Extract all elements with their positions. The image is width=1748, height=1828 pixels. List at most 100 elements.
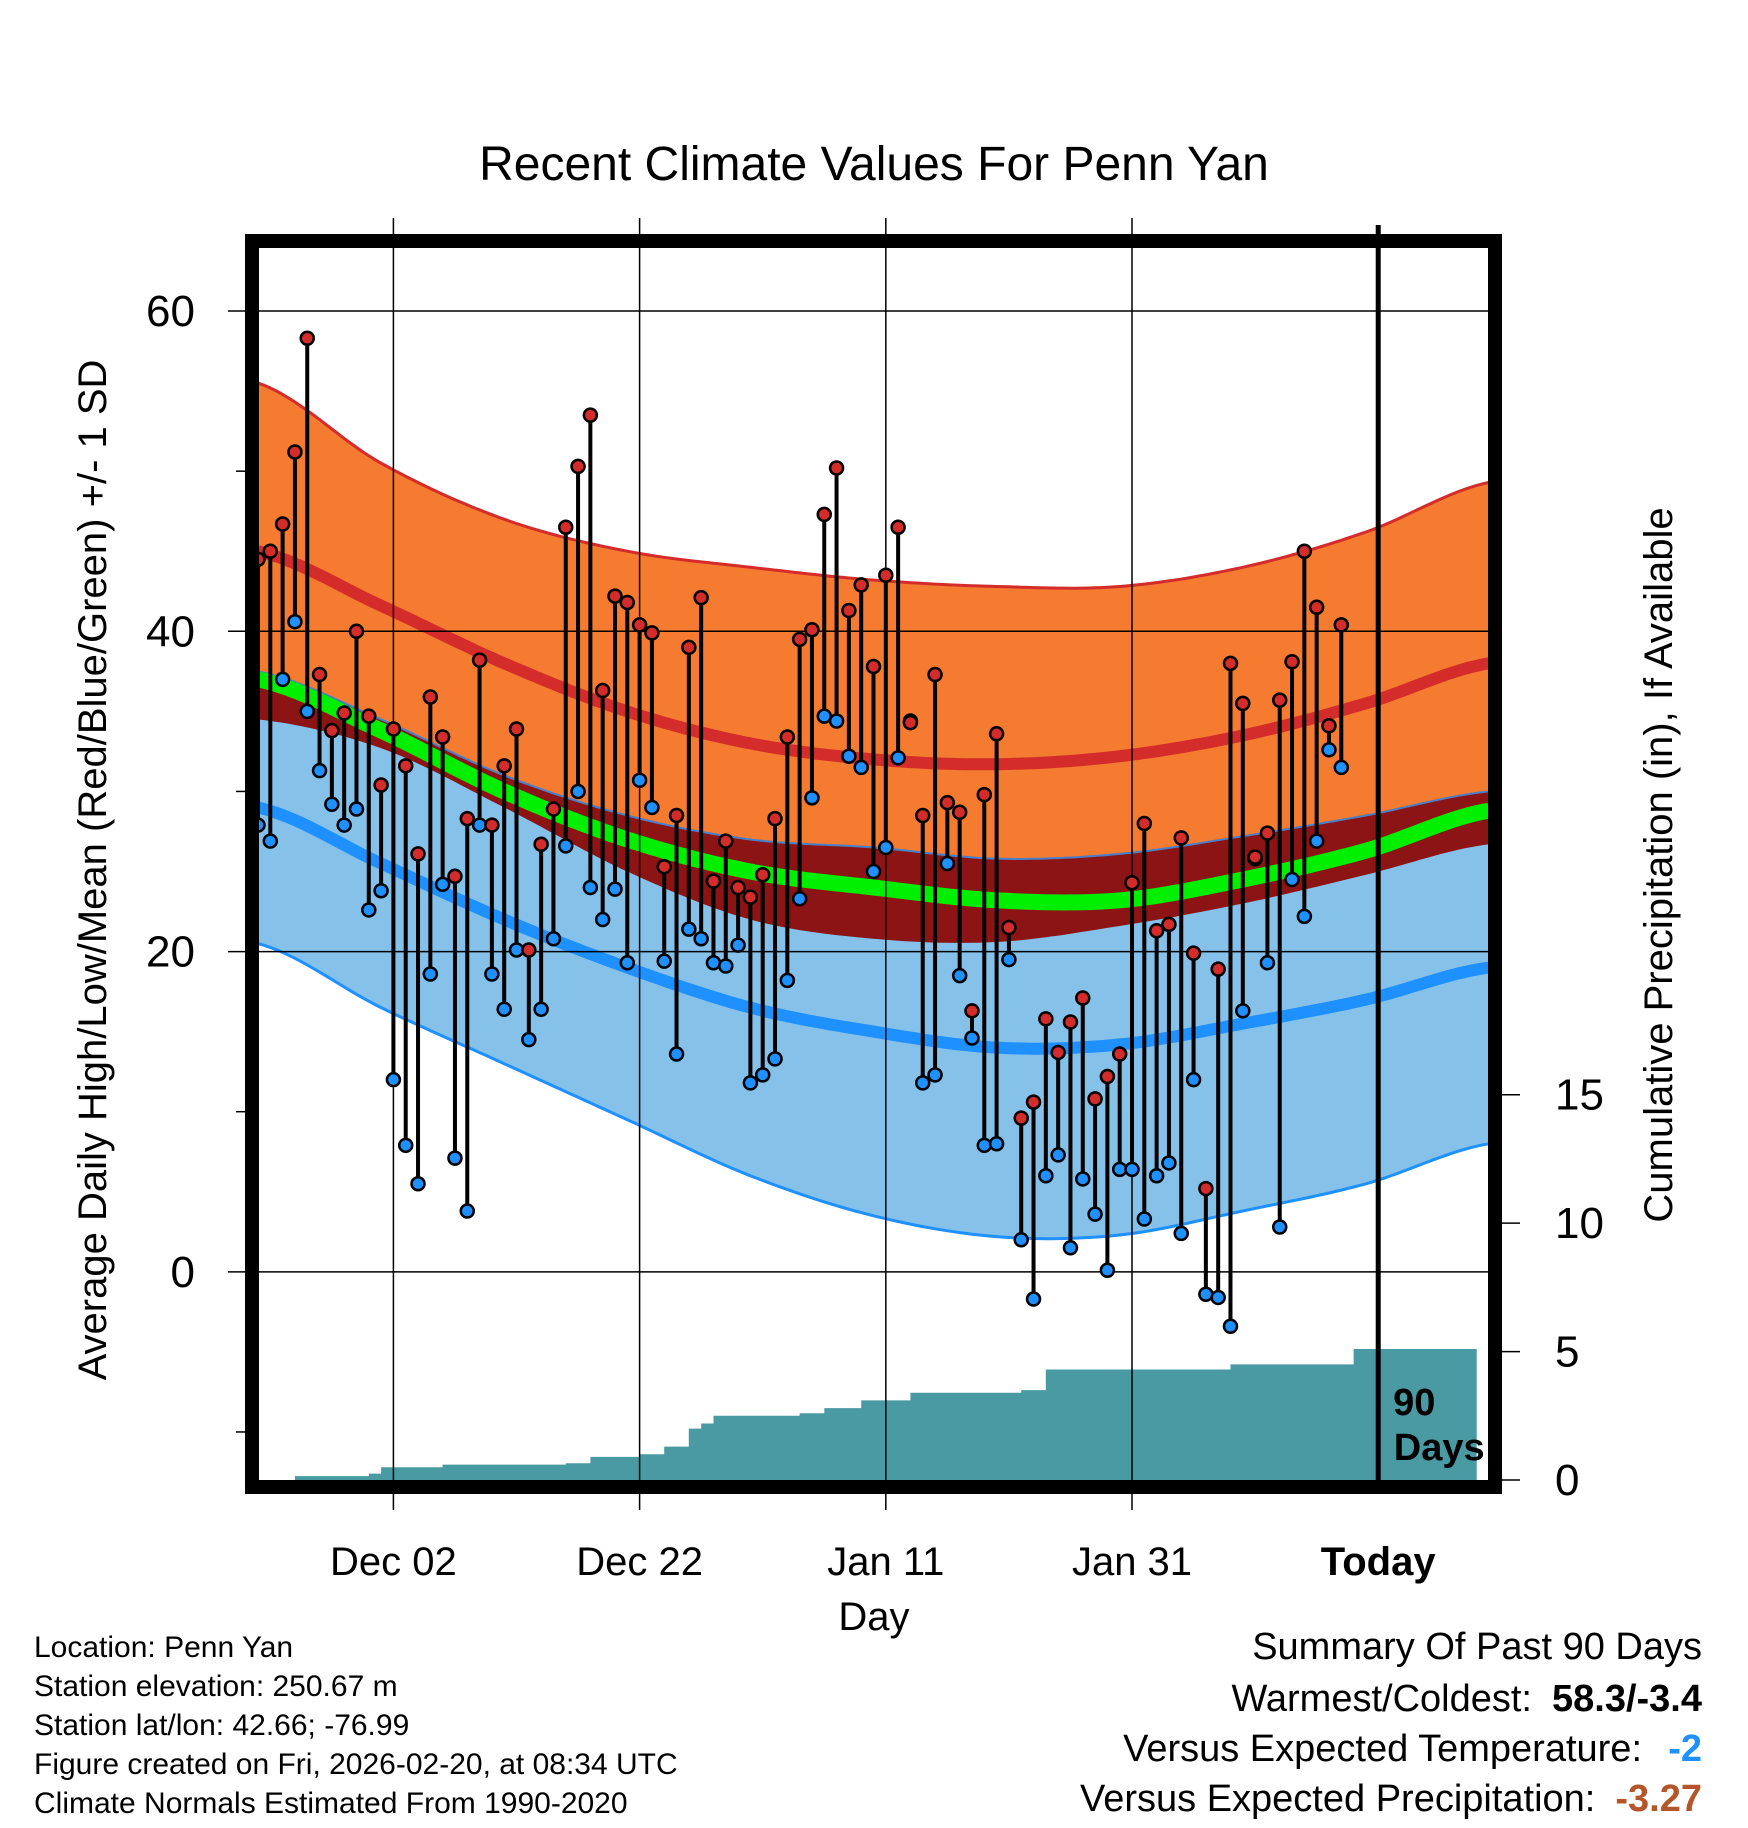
low-point [890,750,906,766]
high-point [594,682,611,699]
high-point [1148,923,1165,939]
low-point [853,759,869,776]
high-point [619,594,636,611]
y2-tick-label: 0 [1555,1456,1579,1505]
station-info: Location: Penn Yan Station elevation: 25… [34,1628,678,1823]
high-point [914,807,931,824]
low-point [434,876,451,893]
low-point [1050,1147,1066,1163]
high-point [484,817,500,833]
high-point [1025,1094,1042,1110]
high-point [1099,1068,1116,1085]
high-point [287,444,303,460]
high-point [1001,919,1017,936]
low-point [656,953,672,969]
high-point [1284,653,1300,670]
y-axis-label-right: Cumulative Precipitation (in), If Availa… [1637,507,1681,1222]
low-point [804,790,820,806]
high-point [644,625,660,641]
high-point [939,794,956,811]
high-point [742,889,759,905]
low-point [348,801,365,817]
high-point [890,519,906,535]
warmest-coldest-value: 58.3/-3.4 [1552,1678,1702,1720]
y-tick-label: 0 [171,1248,195,1297]
high-point [1038,1011,1054,1027]
high-point [878,567,894,584]
high-point [434,729,451,745]
high-point [816,506,833,523]
low-point [1025,1291,1042,1307]
high-point [496,758,512,774]
temp-vs-expected-value: -2 [1668,1728,1702,1770]
high-point [324,722,340,739]
high-point [791,631,808,648]
high-point [508,721,525,737]
low-point [299,703,315,720]
low-point [582,879,599,896]
high-point [1296,543,1313,559]
low-point [668,1046,685,1062]
high-point [828,460,845,476]
y2-tick-label: 10 [1555,1199,1604,1248]
low-point [607,881,623,897]
high-point [693,589,709,606]
low-point [619,955,636,971]
high-point [841,602,857,619]
high-point [1235,695,1251,712]
low-point [1124,1161,1140,1178]
low-point [779,972,796,989]
low-point [1099,1262,1116,1278]
high-point [521,942,537,958]
x-axis-label: Day [838,1595,909,1639]
low-point [1173,1225,1189,1242]
low-point [484,966,500,982]
high-point [607,588,623,604]
high-point [927,666,943,683]
high-point [988,726,1005,742]
low-point [1148,1168,1165,1184]
low-point [287,613,303,630]
high-point [348,623,365,640]
low-point [1013,1232,1029,1248]
low-point [1271,1219,1288,1235]
normal-low-line [258,801,1489,1055]
low-point [730,937,746,953]
low-point [914,1075,931,1091]
high-point [545,801,562,817]
low-point [471,817,488,833]
low-point [324,796,340,813]
low-point [964,1030,980,1046]
low-point [1198,1286,1214,1302]
low-point [1235,1003,1251,1019]
low-point [558,838,574,854]
high-point [422,689,439,705]
low-point [521,1031,537,1048]
high-point [1161,916,1177,933]
x-tick-label: Jan 11 [827,1540,944,1584]
high-point [459,810,476,827]
low-point [594,911,611,928]
low-point [693,931,709,947]
high-point [853,577,869,593]
high-sd-line [258,381,1489,590]
low-point [816,708,833,724]
high-point [533,836,549,853]
high-point [1173,830,1189,846]
high-point [570,458,586,475]
low-point [422,966,439,982]
x-tick-label: Dec 02 [330,1540,457,1584]
low-point [841,748,857,764]
low-point [361,902,377,918]
high-point [299,330,315,347]
y-axis-label-left: Average Daily High/Low/Mean (Red/Blue/Gr… [71,360,115,1381]
low-sd-line [258,942,1489,1241]
high-point [1124,874,1140,891]
low-point [496,1001,512,1017]
x-tick-label: Jan 31 [1072,1540,1192,1584]
high-point [705,873,722,889]
high-point [1013,1110,1029,1126]
high-point [1198,1180,1214,1197]
high-point [754,866,771,883]
precip-vs-expected-value: -3.27 [1615,1778,1702,1820]
